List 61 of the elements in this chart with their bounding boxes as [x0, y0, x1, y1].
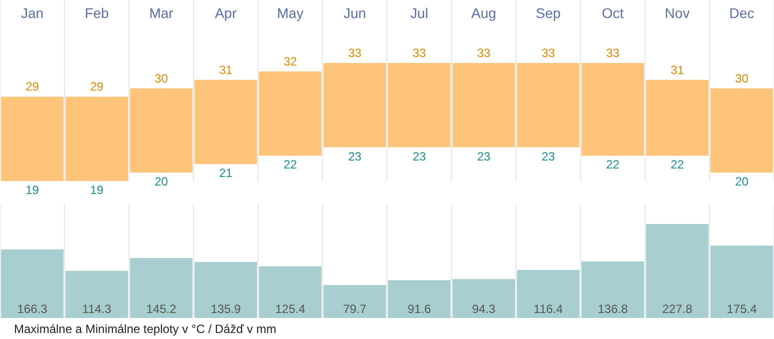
- annotation: 32: [284, 54, 298, 68]
- data-label: 91.6: [408, 302, 432, 316]
- x-tick-label: Nov: [664, 5, 690, 21]
- annotation: 23: [412, 149, 426, 164]
- x-tick-label: Jun: [343, 5, 366, 21]
- annotation: 23: [348, 149, 362, 164]
- x-tick-label: Feb: [84, 5, 110, 21]
- annotation: 31: [670, 62, 684, 77]
- annotation: 20: [154, 174, 168, 189]
- bar: [66, 270, 128, 318]
- text: Maximálne a Minimálne teploty v °C / Dážď v mm: [14, 322, 276, 336]
- bar: [130, 258, 192, 318]
- data-label: 175.4: [726, 302, 758, 316]
- annotation: 29: [90, 80, 104, 94]
- annotation: 22: [670, 158, 684, 172]
- bar: [1, 249, 64, 318]
- annotation: 22: [606, 158, 620, 172]
- data-label: 116.4: [534, 302, 564, 316]
- annotation: 33: [542, 46, 556, 60]
- x-tick-label: May: [277, 5, 304, 21]
- x-tick-label: Jul: [410, 5, 428, 21]
- annotation: 19: [90, 183, 104, 197]
- data-label: 125.4: [275, 302, 306, 316]
- annotation: 23: [542, 149, 556, 164]
- annotation: 29: [26, 80, 40, 94]
- data-label: 94.3: [472, 302, 496, 316]
- x-tick-label: Jan: [20, 5, 44, 21]
- x-tick-label: Oct: [602, 5, 624, 21]
- annotation: 33: [412, 46, 426, 60]
- bar: [710, 246, 773, 318]
- annotation: 20: [735, 174, 749, 189]
- data-label: 114.3: [82, 302, 112, 316]
- x-tick-label: Apr: [214, 5, 237, 21]
- annotation: 30: [735, 71, 749, 86]
- annotation: 21: [219, 166, 233, 180]
- annotation: 33: [348, 46, 362, 60]
- annotation: 30: [154, 71, 168, 86]
- bar: [582, 262, 644, 318]
- bar: [388, 280, 450, 318]
- data-label: 136.8: [598, 302, 628, 316]
- annotation: 22: [284, 158, 298, 172]
- x-tick-label: Aug: [471, 5, 496, 21]
- x-tick-label: Dec: [729, 5, 754, 21]
- data-label: 227.8: [662, 302, 693, 316]
- bar: [646, 224, 708, 318]
- bar: [452, 279, 515, 318]
- annotation: 23: [477, 149, 491, 164]
- data-label: 166.3: [17, 302, 48, 316]
- bar: [517, 270, 580, 318]
- annotation: 33: [477, 46, 491, 60]
- bar: [259, 266, 322, 318]
- bar: [324, 285, 386, 318]
- x-tick-label: Sep: [536, 5, 561, 21]
- data-label: 145.2: [146, 302, 177, 316]
- data-label: 135.9: [210, 302, 242, 316]
- annotation: 19: [26, 183, 40, 197]
- data-label: 79.7: [343, 302, 367, 316]
- x-tick-label: Mar: [149, 5, 174, 21]
- annotation: 31: [219, 62, 233, 77]
- bar: [194, 262, 257, 318]
- annotation: 33: [606, 46, 620, 60]
